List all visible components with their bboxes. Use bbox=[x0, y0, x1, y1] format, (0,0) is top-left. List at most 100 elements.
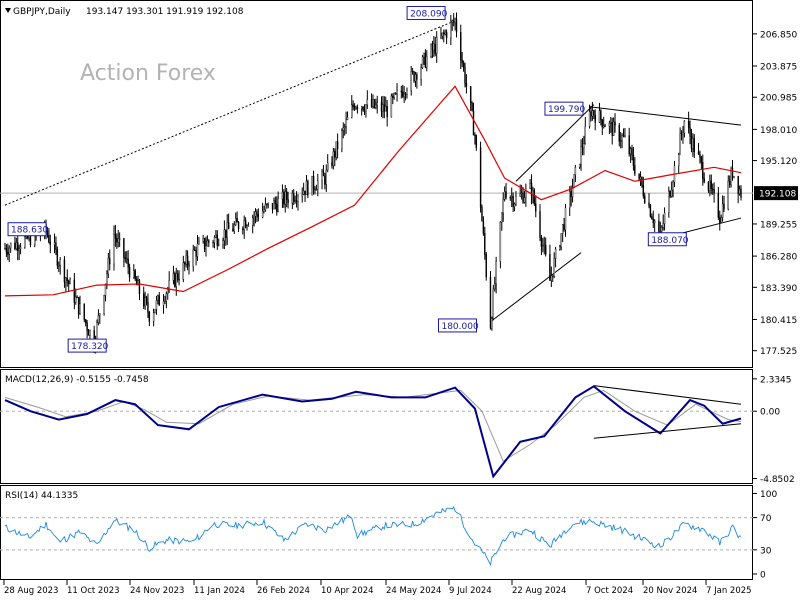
candle-body bbox=[513, 203, 516, 207]
candle-body bbox=[86, 322, 88, 331]
macd-axis: 2.3345 0.00 -4.8502 bbox=[753, 375, 795, 485]
price-tick-label: 186.280 bbox=[760, 253, 797, 263]
price-tick-label: 206.850 bbox=[760, 30, 797, 40]
candle-body bbox=[106, 273, 108, 285]
candle-body bbox=[233, 224, 235, 232]
candle-body bbox=[314, 188, 316, 191]
candle-body bbox=[435, 37, 438, 54]
candle-body bbox=[152, 312, 155, 322]
candle-body bbox=[638, 173, 640, 180]
candle-body bbox=[7, 251, 9, 255]
candle-body bbox=[512, 196, 514, 207]
candle-body bbox=[76, 296, 78, 298]
candle-body bbox=[641, 176, 643, 186]
candle-body bbox=[133, 270, 135, 278]
candle-body bbox=[365, 104, 367, 112]
candle-body bbox=[672, 181, 674, 191]
date-tick-label: 28 Aug 2023 bbox=[4, 586, 58, 596]
candle-body bbox=[611, 122, 613, 137]
candle-body bbox=[261, 210, 264, 218]
candle-body bbox=[603, 125, 605, 128]
price-tick-label: 180.415 bbox=[760, 316, 797, 326]
candle-body bbox=[251, 217, 254, 226]
candle-body bbox=[336, 141, 339, 150]
candle-body bbox=[451, 20, 453, 23]
candle-body bbox=[501, 212, 503, 223]
candle-body bbox=[544, 244, 547, 255]
candle-body bbox=[99, 313, 101, 316]
candle-body bbox=[376, 102, 378, 106]
candle-body bbox=[600, 110, 602, 120]
candle-body bbox=[460, 32, 462, 61]
rsi-tick-label: 70 bbox=[760, 514, 772, 524]
candle-body bbox=[18, 248, 20, 251]
candle-body bbox=[416, 74, 418, 80]
candle-body bbox=[454, 19, 456, 23]
candle-body bbox=[226, 222, 228, 238]
candle-body bbox=[73, 279, 76, 303]
candle-body bbox=[509, 197, 511, 199]
candle-body bbox=[15, 242, 18, 249]
candle-body bbox=[549, 254, 551, 281]
candle-body bbox=[578, 163, 581, 168]
macd-tick-label: 2.3345 bbox=[760, 375, 792, 385]
candle-body bbox=[403, 93, 405, 97]
candle-body bbox=[254, 211, 257, 217]
candle-body bbox=[608, 123, 611, 127]
candle-body bbox=[693, 138, 695, 153]
dropdown-triangle-icon[interactable] bbox=[5, 8, 11, 13]
price-annotation-label: 188.070 bbox=[651, 236, 688, 246]
candle-body bbox=[192, 249, 194, 267]
candle-body bbox=[222, 240, 224, 245]
current-price-label: 192.108 bbox=[759, 190, 796, 200]
candle-body bbox=[721, 203, 724, 218]
candle-body bbox=[552, 275, 554, 277]
date-axis: 28 Aug 2023 11 Oct 2023 24 Nov 2023 11 Jan … bbox=[3, 580, 752, 596]
candle-body bbox=[702, 162, 704, 179]
candle-body bbox=[301, 194, 303, 197]
candle-body bbox=[158, 295, 160, 306]
rsi-line bbox=[4, 506, 742, 567]
candle-body bbox=[277, 198, 279, 212]
candle-body bbox=[411, 71, 414, 73]
rsi-tick-label: 100 bbox=[760, 490, 777, 500]
candle-body bbox=[385, 105, 387, 112]
candle-body bbox=[284, 191, 286, 205]
candle-body bbox=[218, 244, 220, 246]
candle-body bbox=[682, 132, 684, 136]
candle-body bbox=[723, 203, 725, 210]
macd-lines bbox=[4, 385, 742, 479]
candle-body bbox=[113, 234, 115, 265]
candle-body bbox=[315, 189, 318, 191]
candle-body bbox=[711, 188, 714, 190]
candle-body bbox=[737, 176, 739, 194]
candle-body bbox=[622, 135, 625, 137]
candle-body bbox=[554, 248, 557, 259]
watermark: Action Forex bbox=[80, 61, 216, 86]
candle-body bbox=[331, 162, 333, 166]
candle-body bbox=[474, 134, 476, 137]
candles bbox=[4, 12, 742, 354]
candle-body bbox=[223, 229, 226, 241]
candle-body bbox=[212, 242, 214, 244]
candle-body bbox=[237, 221, 240, 230]
candle-body bbox=[56, 249, 59, 266]
candle-body bbox=[185, 255, 187, 265]
candle-body bbox=[522, 192, 524, 203]
price-annotation-box bbox=[647, 232, 687, 247]
price-tick-label: 177.525 bbox=[760, 347, 797, 357]
candle-body bbox=[461, 59, 463, 64]
candle-body bbox=[469, 86, 472, 104]
candle-body bbox=[499, 222, 502, 262]
rsi-tick-label: 30 bbox=[760, 546, 772, 556]
candle-body bbox=[247, 225, 250, 227]
macd-main-line bbox=[4, 385, 742, 479]
candle-body bbox=[138, 280, 141, 294]
candle-body bbox=[107, 257, 110, 275]
candle-body bbox=[324, 175, 326, 185]
candle-body bbox=[598, 110, 601, 123]
candle-body bbox=[443, 32, 445, 35]
candle-body bbox=[563, 224, 565, 230]
candle-body bbox=[165, 293, 168, 302]
candle-body bbox=[373, 99, 376, 108]
